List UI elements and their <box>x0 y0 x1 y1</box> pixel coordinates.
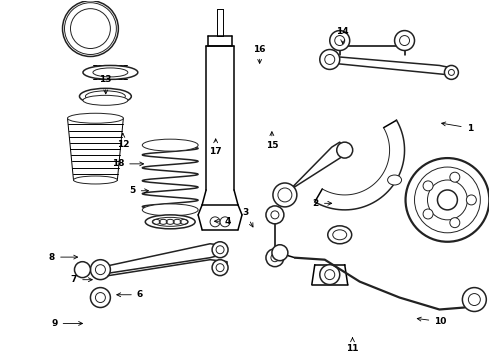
Ellipse shape <box>74 176 118 184</box>
Text: 10: 10 <box>417 317 446 326</box>
Circle shape <box>337 142 353 158</box>
Circle shape <box>272 245 288 261</box>
Circle shape <box>330 31 350 50</box>
Circle shape <box>74 262 91 278</box>
Text: 16: 16 <box>253 45 266 63</box>
Circle shape <box>335 36 345 45</box>
Circle shape <box>320 50 340 69</box>
Text: 18: 18 <box>112 159 144 168</box>
Text: 14: 14 <box>337 27 349 44</box>
Circle shape <box>325 54 335 64</box>
Circle shape <box>91 288 110 307</box>
Text: 7: 7 <box>71 275 92 284</box>
Circle shape <box>91 260 110 280</box>
Circle shape <box>466 195 476 205</box>
Circle shape <box>320 265 340 285</box>
Text: 9: 9 <box>51 319 82 328</box>
Text: 8: 8 <box>49 253 77 262</box>
Text: 3: 3 <box>242 208 253 227</box>
Circle shape <box>463 288 486 311</box>
Circle shape <box>325 270 335 280</box>
Text: 5: 5 <box>129 186 148 195</box>
Ellipse shape <box>328 226 352 244</box>
Ellipse shape <box>83 95 128 105</box>
Circle shape <box>450 172 460 182</box>
Ellipse shape <box>333 230 347 240</box>
Text: 6: 6 <box>117 290 143 299</box>
Circle shape <box>427 180 467 220</box>
Circle shape <box>423 181 433 191</box>
Circle shape <box>273 183 297 207</box>
Ellipse shape <box>83 66 138 80</box>
Polygon shape <box>322 55 454 75</box>
Polygon shape <box>280 142 348 200</box>
Circle shape <box>63 1 119 57</box>
Text: 2: 2 <box>313 199 332 208</box>
Circle shape <box>444 66 458 80</box>
Text: 13: 13 <box>99 75 112 94</box>
Circle shape <box>399 36 410 45</box>
Text: 17: 17 <box>209 139 222 156</box>
Circle shape <box>438 190 457 210</box>
Text: 15: 15 <box>266 132 278 150</box>
Ellipse shape <box>388 175 401 185</box>
Circle shape <box>212 242 228 258</box>
Ellipse shape <box>145 215 195 229</box>
Circle shape <box>96 293 105 302</box>
Ellipse shape <box>153 217 188 226</box>
Circle shape <box>266 249 284 267</box>
Ellipse shape <box>68 113 123 123</box>
Text: 4: 4 <box>215 217 231 226</box>
Ellipse shape <box>142 204 198 216</box>
Circle shape <box>278 188 292 202</box>
Circle shape <box>210 217 220 227</box>
Polygon shape <box>315 120 405 210</box>
Circle shape <box>450 218 460 228</box>
Circle shape <box>394 31 415 50</box>
Circle shape <box>448 69 454 75</box>
Circle shape <box>220 217 230 227</box>
Polygon shape <box>105 244 225 274</box>
Circle shape <box>216 246 224 254</box>
Text: 12: 12 <box>117 134 129 149</box>
Circle shape <box>216 264 224 272</box>
Circle shape <box>71 9 110 49</box>
Ellipse shape <box>142 139 198 151</box>
Circle shape <box>96 265 105 275</box>
Circle shape <box>271 254 279 262</box>
Ellipse shape <box>79 88 131 104</box>
Ellipse shape <box>93 68 128 77</box>
Circle shape <box>271 211 279 219</box>
Circle shape <box>468 293 480 306</box>
Circle shape <box>423 209 433 219</box>
Text: 1: 1 <box>441 122 473 132</box>
Circle shape <box>266 206 284 224</box>
Circle shape <box>415 167 480 233</box>
Ellipse shape <box>85 91 125 102</box>
Circle shape <box>212 260 228 276</box>
Text: 11: 11 <box>346 338 359 353</box>
Circle shape <box>406 158 490 242</box>
